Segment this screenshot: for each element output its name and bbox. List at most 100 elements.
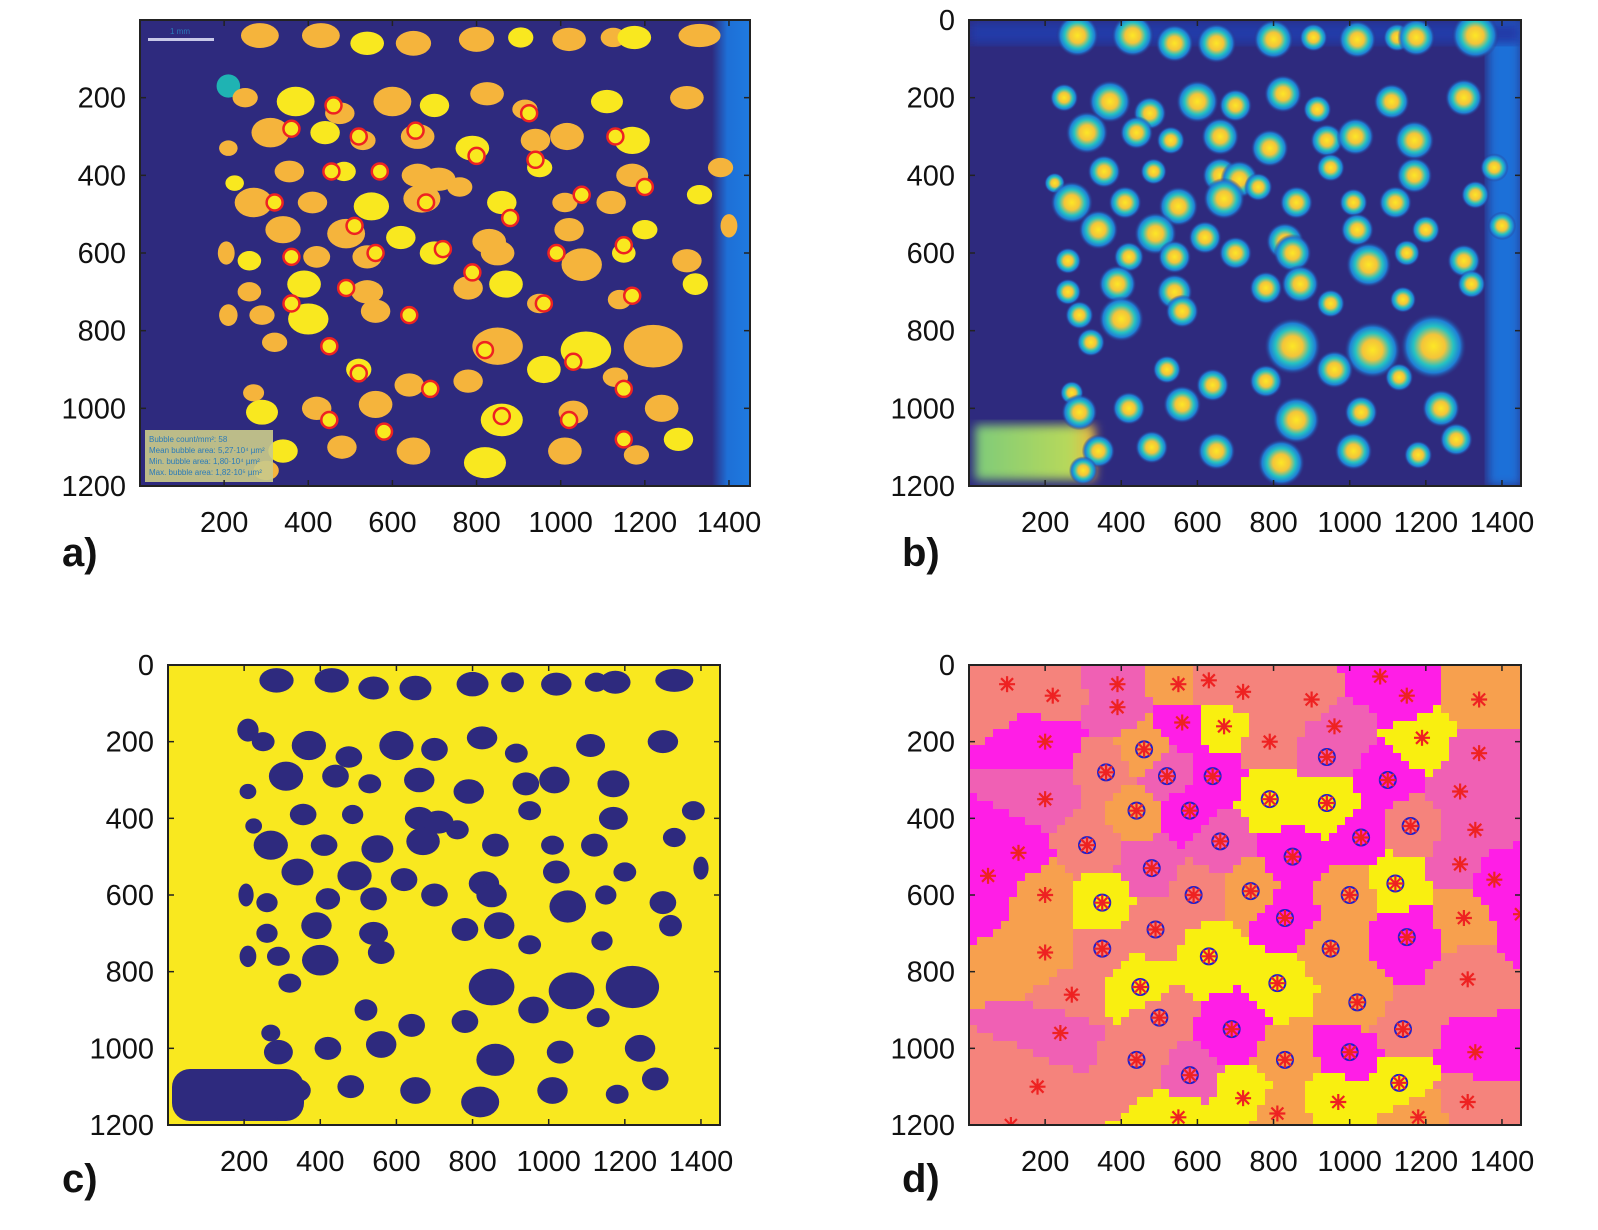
cell-pixel [1249, 873, 1258, 882]
cell-pixel [1065, 1105, 1074, 1114]
cell-pixel [977, 785, 986, 794]
cell-pixel [1401, 1113, 1410, 1122]
cell-pixel [1233, 953, 1242, 962]
cell-pixel [1457, 1025, 1466, 1034]
cell-pixel [1193, 881, 1202, 890]
cell-pixel [1449, 1001, 1458, 1010]
cell-pixel [1009, 969, 1018, 978]
y-tick-label: 200 [78, 83, 126, 115]
cell-pixel [1393, 713, 1402, 722]
cell-pixel [1409, 1001, 1418, 1010]
cell-pixel [1097, 833, 1106, 842]
cell-pixel [1209, 753, 1218, 762]
cell-pixel [1121, 1121, 1130, 1125]
cell-pixel [1097, 1001, 1106, 1010]
cell-pixel [1241, 809, 1250, 818]
cell-pixel [1217, 1089, 1226, 1098]
cell-pixel [1161, 865, 1170, 874]
cell-pixel [1481, 721, 1490, 730]
x-tick-label: 1000 [516, 1146, 581, 1178]
cell-pixel [1345, 953, 1354, 962]
cell-pixel [977, 897, 986, 906]
cell-pixel [1001, 889, 1010, 898]
cell-pixel [1369, 921, 1378, 930]
cell-pixel [1009, 729, 1018, 738]
cell-pixel [1129, 953, 1138, 962]
cell-pixel [1369, 977, 1378, 986]
cell-pixel [1313, 881, 1322, 890]
cell-pixel [1113, 913, 1122, 922]
bubble [548, 437, 582, 465]
bubble [647, 730, 679, 754]
cell-pixel [1025, 1057, 1034, 1066]
cell-pixel [1145, 793, 1154, 802]
cell-pixel [1377, 769, 1386, 778]
cell-pixel [1017, 977, 1026, 986]
cell-pixel [1241, 969, 1250, 978]
cell-pixel [1249, 1001, 1258, 1010]
cell-pixel [1265, 777, 1274, 786]
cell-pixel [1409, 753, 1418, 762]
cell-pixel [1257, 689, 1266, 698]
cell-pixel [1513, 769, 1521, 778]
cell-pixel [1337, 897, 1346, 906]
cell-pixel [1105, 865, 1114, 874]
cell-pixel [985, 777, 994, 786]
cell-pixel [1401, 673, 1410, 682]
cell-pixel [1041, 777, 1050, 786]
cell-pixel [977, 937, 986, 946]
cell-pixel [1313, 721, 1322, 730]
cell-pixel [1305, 1041, 1314, 1050]
cell-pixel [1369, 721, 1378, 730]
cell-pixel [977, 953, 986, 962]
cell-pixel [1281, 1121, 1290, 1125]
red-asterisk-marker [1269, 1105, 1286, 1122]
cell-pixel [1481, 977, 1490, 986]
cell-pixel [1433, 1097, 1442, 1106]
cell-pixel [1233, 1033, 1242, 1042]
cell-pixel [1481, 793, 1490, 802]
cell-pixel [1121, 1025, 1130, 1034]
cell-pixel [1353, 721, 1362, 730]
cell-pixel [1113, 729, 1122, 738]
cell-pixel [1033, 1009, 1042, 1018]
cell-pixel [1289, 1001, 1298, 1010]
cell-pixel [1105, 985, 1114, 994]
cell-pixel [1441, 905, 1450, 914]
y-tick-label: 400 [106, 803, 154, 835]
cell-pixel [1113, 945, 1122, 954]
red-circle-marker [614, 379, 634, 399]
cell-pixel [1505, 673, 1514, 682]
cell-pixel [1233, 849, 1242, 858]
cell-pixel [1177, 673, 1186, 682]
cell-pixel [1265, 1033, 1274, 1042]
asterisk-stroke [1038, 792, 1052, 806]
cell-pixel [1249, 1033, 1258, 1042]
cell-pixel [1409, 897, 1418, 906]
cell-pixel [1465, 721, 1474, 730]
cell-pixel [1369, 1041, 1378, 1050]
cell-pixel [1393, 1121, 1402, 1125]
cell-pixel [1257, 665, 1266, 674]
cell-pixel [1065, 985, 1074, 994]
cell-pixel [977, 833, 986, 842]
cell-pixel [1017, 1009, 1026, 1018]
cell-pixel [1017, 865, 1026, 874]
cell-pixel [1249, 713, 1258, 722]
cell-pixel [985, 921, 994, 930]
cell-pixel [1193, 737, 1202, 746]
cell-pixel [1297, 945, 1306, 954]
red-circle-marker [416, 193, 436, 212]
asterisk-stroke [1183, 803, 1197, 818]
cell-pixel [1385, 833, 1394, 842]
cell-pixel [1305, 1081, 1314, 1090]
cell-pixel [1361, 1105, 1370, 1114]
cell-pixel [1033, 841, 1042, 850]
cell-pixel [1105, 1041, 1114, 1050]
panel-c-ticks: 200 400 600 800 1000 1200 14000200400600800100… [89, 650, 733, 1178]
blob [1378, 185, 1413, 220]
cell-pixel [1425, 1041, 1434, 1050]
cell-pixel [1385, 817, 1394, 826]
cell-pixel [1513, 1009, 1521, 1018]
red-circle-marker [399, 305, 419, 325]
